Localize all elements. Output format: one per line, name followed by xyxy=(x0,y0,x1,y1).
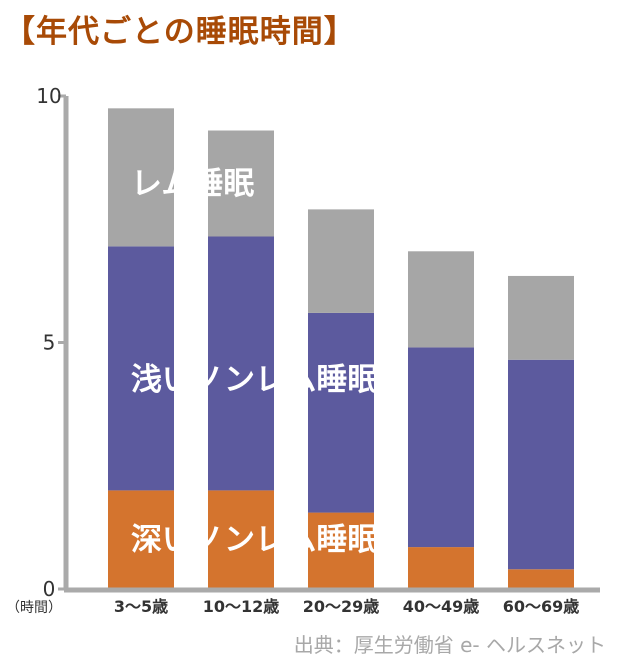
bar-deep-5 xyxy=(508,569,574,589)
y-tick-label: 5 xyxy=(43,331,56,355)
y-tick-label: 10 xyxy=(36,84,61,108)
bar-deep-3 xyxy=(308,512,374,589)
bar-rem-3 xyxy=(308,209,374,313)
x-tick-label: 3～5歳 xyxy=(114,597,168,616)
x-tick-label: 60～69歳 xyxy=(503,597,580,616)
bar-deep-2 xyxy=(208,490,274,589)
bar-shallow-5 xyxy=(508,359,574,570)
y-axis-unit: （時間） xyxy=(6,600,62,616)
x-tick-label: 10～12歳 xyxy=(203,597,280,616)
bar-shallow-1 xyxy=(108,246,174,491)
bar-deep-4 xyxy=(408,547,474,589)
bars-layer xyxy=(108,108,574,589)
bar-deep-1 xyxy=(108,490,174,589)
series-label-rem: レム睡眠 xyxy=(131,166,254,202)
x-tick-label: 40～49歳 xyxy=(403,597,480,616)
series-label-deep: 深いノンレム睡眠 xyxy=(131,522,378,558)
bar-rem-1 xyxy=(108,108,174,247)
source-note: 出典：厚生労働省 e- ヘルスネット xyxy=(293,633,606,657)
bar-rem-5 xyxy=(508,275,574,360)
bar-shallow-3 xyxy=(308,312,374,513)
chart-title: 【年代ごとの睡眠時間】 xyxy=(4,14,356,50)
bar-rem-4 xyxy=(408,251,474,348)
bar-shallow-4 xyxy=(408,347,474,548)
bar-rem-2 xyxy=(208,130,274,237)
bar-shallow-2 xyxy=(208,236,274,491)
series-label-shallow: 浅いノンレム睡眠 xyxy=(131,362,378,398)
axes-layer: 3～5歳 10～12歳 20～29歳 40～49歳 60～69歳 0 5 10 （時間） xyxy=(6,84,600,616)
x-tick-label: 20～29歳 xyxy=(303,597,380,616)
y-tick-label: 0 xyxy=(43,577,56,601)
